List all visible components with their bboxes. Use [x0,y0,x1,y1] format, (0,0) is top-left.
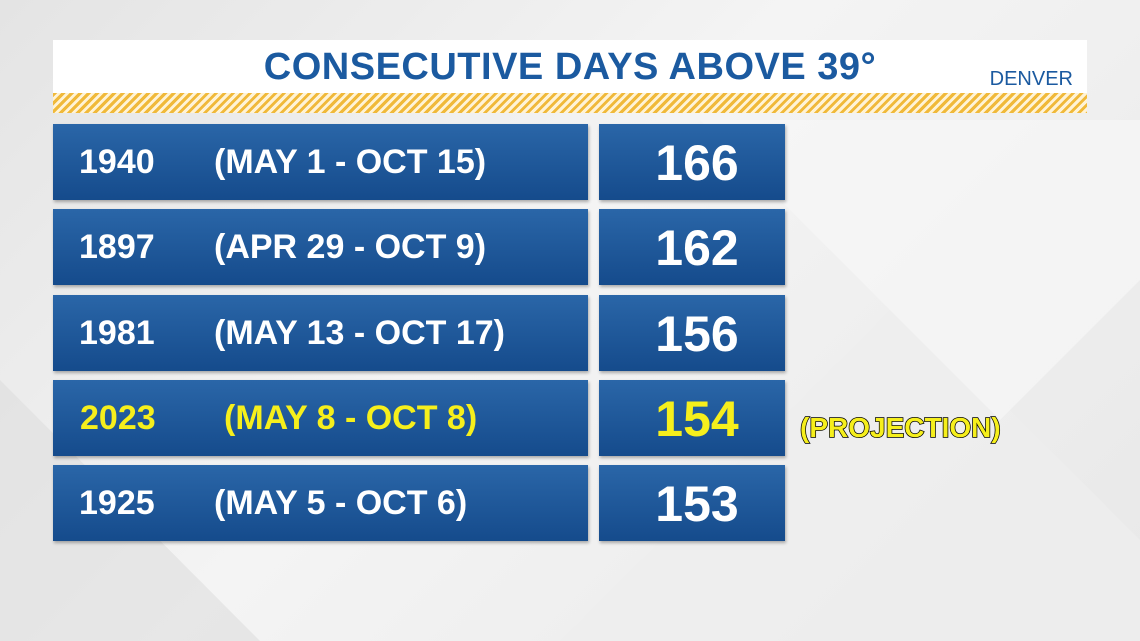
dates: (APR 29 - OCT 9) [214,228,487,267]
year: 1925 [79,484,155,523]
row-box [53,209,588,286]
stripe [53,93,1087,113]
dates: (MAY 13 - OCT 17) [214,313,505,352]
title: CONSECUTIVE DAYS ABOVE 39° [263,46,877,88]
value-box [599,379,785,456]
dates: (MAY 8 - OCT 8) [224,398,478,437]
year: 1940 [79,143,155,181]
header: CONSECUTIVE DAYS ABOVE 39° DENVER [53,40,1087,93]
value-box [599,465,785,542]
year: 1981 [79,313,155,352]
row-box [53,379,588,456]
value-box [599,209,785,286]
row-box [53,465,588,542]
year: 1897 [79,228,155,267]
days: 154 [655,390,739,447]
days: 153 [655,476,739,533]
dates: (MAY 5 - OCT 6) [214,484,468,523]
value-box [599,294,785,371]
location: DENVER [989,68,1073,90]
dates: (MAY 1 - OCT 15) [214,143,487,181]
year: 2023 [80,398,156,437]
value-box [599,124,785,200]
note: (PROJECTION) [799,411,1001,444]
days: 162 [655,220,739,277]
row-box [53,294,588,371]
row-box [53,124,588,200]
days: 156 [655,305,739,362]
days: 166 [655,135,739,191]
